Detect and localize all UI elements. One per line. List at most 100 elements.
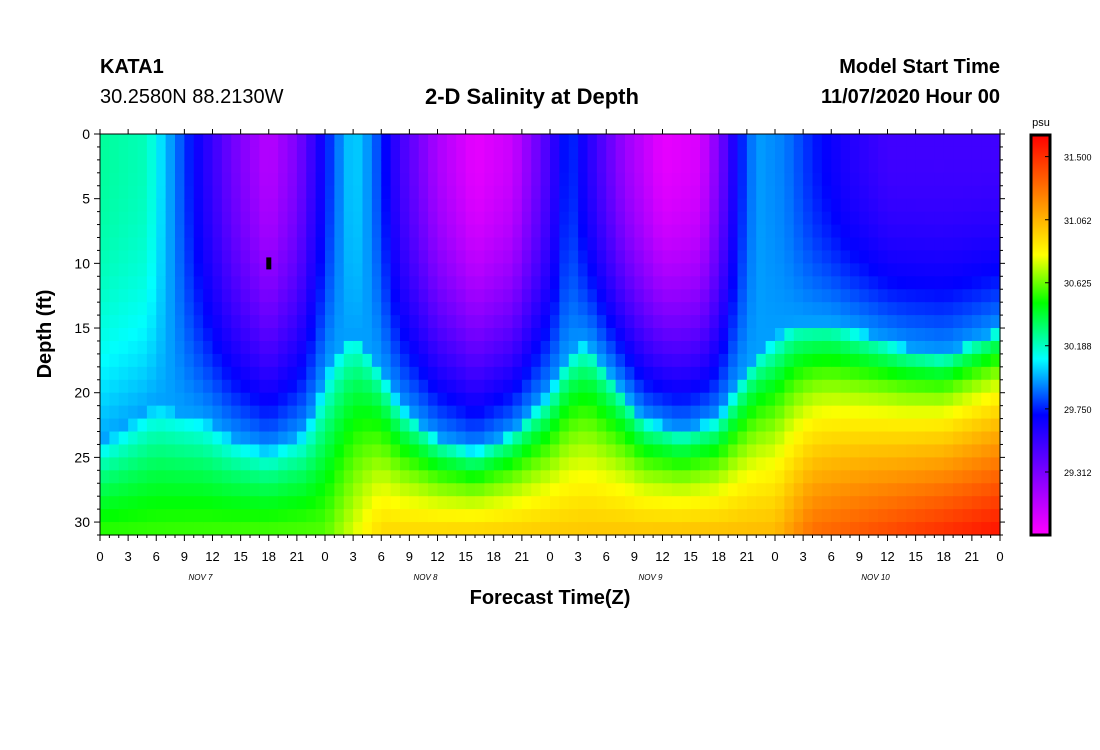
x-tick-label: 12 [655,549,669,564]
heatmap-cell [165,276,176,290]
heatmap-cell [728,353,739,368]
heatmap-cell [662,392,673,407]
heatmap-cell [240,263,251,277]
heatmap-cell [250,328,260,342]
heatmap-cell [512,340,523,355]
heatmap-cell [625,509,635,523]
heatmap-cell [390,457,401,471]
heatmap-cell [925,379,935,394]
heatmap-cell [981,483,992,497]
heatmap-cell [446,263,457,277]
heatmap-cell [943,340,954,355]
heatmap-cell [306,302,317,316]
heatmap-cell [503,185,514,200]
heatmap-cell [671,328,682,342]
heatmap-cell [512,276,523,290]
heatmap-cell [475,418,485,433]
heatmap-cell [400,134,410,148]
heatmap-cell [934,483,945,497]
heatmap-cell [821,328,832,342]
heatmap-cell [109,431,120,446]
heatmap-cell [896,146,907,161]
heatmap-cell [128,470,139,484]
heatmap-cell [343,263,354,277]
heatmap-cell [146,392,157,407]
heatmap-cell [925,340,935,355]
heatmap-cell [315,302,326,316]
heatmap-cell [512,315,523,329]
heatmap-cell [784,509,795,523]
heatmap-cell [128,444,139,458]
heatmap-cell [793,522,804,536]
heatmap-cell [915,224,926,239]
station-coordinates: 30.2580N 88.2130W [100,86,284,108]
heatmap-cell [315,315,326,329]
heatmap-cell [784,522,795,536]
heatmap-cell [175,237,185,252]
heatmap-cell [746,457,757,471]
heatmap-cell [250,237,260,252]
heatmap-cell [840,366,851,381]
heatmap-cell [859,379,870,394]
heatmap-cell [643,353,654,368]
heatmap-cell [906,418,917,433]
heatmap-cell [887,509,898,523]
heatmap-cell [662,159,673,174]
heatmap-cell [878,392,889,407]
heatmap-cell [353,392,364,407]
heatmap-cell [746,172,757,187]
heatmap-cell [587,509,598,523]
heatmap-cell [540,353,551,368]
heatmap-cell [971,470,982,484]
heatmap-cell [409,211,420,226]
heatmap-cell [409,315,420,329]
heatmap-cell [390,405,401,420]
heatmap-cell [109,185,120,200]
heatmap-cell [381,315,392,329]
heatmap-cell [137,328,148,342]
heatmap-cell [409,237,420,252]
heatmap-cell [503,431,514,446]
heatmap-cell [259,263,270,277]
heatmap-cell [625,522,635,536]
heatmap-cell [250,276,260,290]
heatmap-cell [971,263,982,277]
heatmap-cell [746,418,757,433]
heatmap-cell [521,366,532,381]
heatmap-cell [156,496,167,510]
heatmap-cell [765,340,776,355]
heatmap-cell [212,250,223,264]
heatmap-cell [568,159,579,174]
heatmap-cell [653,418,664,433]
heatmap-cell [559,224,570,239]
heatmap-cell [737,289,748,303]
heatmap-cell [540,159,551,174]
heatmap-cell [953,431,964,446]
heatmap-cell [550,224,560,239]
heatmap-cell [709,340,720,355]
heatmap-cell [334,134,345,148]
heatmap-cell [240,405,251,420]
heatmap-cell [118,185,129,200]
heatmap-cell [343,289,354,303]
heatmap-cell [193,276,204,290]
heatmap-cell [165,185,176,200]
heatmap-cell [943,483,954,497]
heatmap-cell [596,405,607,420]
heatmap-cell [671,431,682,446]
heatmap-cell [128,224,139,239]
heatmap-cell [653,276,664,290]
heatmap-cell [175,379,185,394]
heatmap-cell [925,211,935,226]
heatmap-cell [821,457,832,471]
heatmap-cell [531,522,542,536]
heatmap-cell [681,353,692,368]
heatmap-cell [943,522,954,536]
x-tick-label: 15 [683,549,697,564]
heatmap-cell [353,289,364,303]
heatmap-cell [353,496,364,510]
heatmap-cell [390,224,401,239]
heatmap-cell [456,392,467,407]
heatmap-cell [100,250,110,264]
heatmap-cell [896,444,907,458]
